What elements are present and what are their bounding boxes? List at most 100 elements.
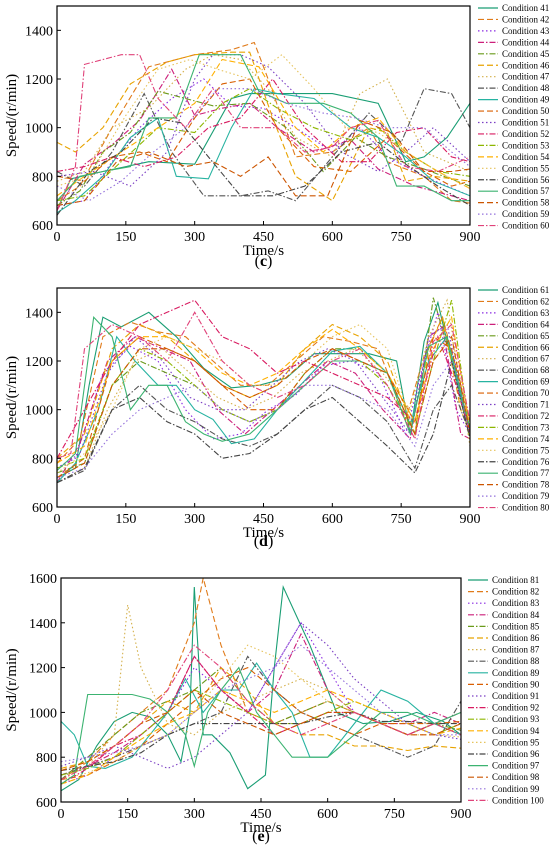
legend-entry-label: Condition 51 [502, 118, 549, 128]
series-line-15 [57, 53, 470, 189]
legend-entry-label: Condition 43 [502, 26, 550, 36]
legend-entry-label: Condition 91 [492, 691, 539, 701]
legend-entry-label: Condition 62 [502, 296, 549, 306]
series-line-17 [57, 315, 470, 471]
series-line-14 [57, 58, 470, 197]
series-line-12 [57, 299, 470, 459]
legend-entry-label: Condition 94 [492, 726, 540, 736]
series-line-19 [57, 88, 470, 202]
series-line-7 [61, 604, 461, 781]
series-line-1 [57, 93, 470, 211]
legend-entry-label: Condition 54 [502, 152, 550, 162]
series-line-1 [61, 584, 461, 792]
legend-entry-label: Condition 68 [502, 365, 550, 375]
series-line-18 [61, 689, 461, 772]
y-tick-label: 600 [32, 501, 53, 516]
legend-entry-label: Condition 47 [502, 72, 550, 82]
series-line-9 [57, 88, 470, 214]
y-tick-label: 1400 [25, 306, 53, 321]
legend-entry-label: Condition 61 [502, 285, 549, 295]
y-tick-label: 1000 [29, 706, 57, 721]
legend-entry-label: Condition 95 [492, 737, 540, 747]
legend-entry-label: Condition 42 [502, 14, 549, 24]
series-line-20 [57, 54, 470, 211]
legend-entry-label: Condition 57 [502, 186, 550, 196]
y-axis-label: Speed/(r/min) [4, 74, 20, 157]
panel-label: (e) [252, 828, 270, 845]
legend-entry-label: Condition 79 [502, 491, 550, 501]
series-line-4 [61, 632, 461, 776]
series-line-13 [57, 88, 470, 202]
x-axis-label: Time/s [243, 243, 284, 259]
series-group [61, 578, 461, 792]
legend-entry-label: Condition 67 [502, 354, 550, 364]
x-tick-label: 750 [391, 230, 412, 245]
x-tick-label: 900 [460, 230, 481, 245]
series-line-18 [57, 335, 470, 479]
series-line-17 [57, 54, 470, 202]
panel-label: (c) [255, 253, 273, 270]
series-line-19 [61, 644, 461, 763]
legend-entry-label: Condition 60 [502, 221, 550, 231]
series-line-14 [57, 315, 470, 464]
series-line-16 [57, 117, 470, 216]
series-line-10 [57, 78, 470, 187]
legend-entry-label: Condition 41 [502, 3, 549, 13]
y-tick-label: 1600 [29, 572, 57, 587]
legend-entry-label: Condition 77 [502, 468, 550, 478]
series-group [57, 297, 470, 484]
legend-entry-label: Condition 73 [502, 422, 550, 432]
series-line-18 [57, 119, 470, 207]
series-line-6 [57, 315, 470, 459]
series-line-4 [57, 68, 470, 211]
legend-entry-label: Condition 87 [492, 645, 540, 655]
y-axis-label: Speed/(r/min) [4, 356, 20, 439]
legend-entry-label: Condition 88 [492, 656, 540, 666]
x-tick-label: 450 [253, 230, 274, 245]
chart-panel-2: 0 150 300 450 600 750 900 600 800 1000 1200 1400 Tim… [4, 285, 550, 550]
series-line-16 [57, 360, 470, 484]
series-line-14 [61, 689, 461, 785]
legend-entry-label: Condition 74 [502, 434, 550, 444]
y-tick-label: 1000 [25, 122, 53, 137]
legend-entry-label: Condition 65 [502, 331, 550, 341]
series-line-20 [57, 311, 470, 459]
series-line-17 [61, 666, 461, 785]
legend-entry-label: Condition 56 [502, 175, 550, 185]
series-line-11 [57, 54, 470, 187]
legend-entry-label: Condition 49 [502, 95, 550, 105]
legend-entry-label: Condition 64 [502, 319, 550, 329]
legend-entry-label: Condition 53 [502, 140, 550, 150]
legend-entry-label: Condition 58 [502, 198, 550, 208]
legend-entry-label: Condition 92 [492, 703, 539, 713]
plot-frame [60, 577, 462, 803]
x-axis-label: Time/s [243, 525, 284, 541]
x-tick-label: 300 [184, 807, 205, 822]
y-tick-label: 1400 [25, 24, 53, 39]
series-line-11 [57, 323, 470, 469]
x-tick-label: 0 [58, 807, 65, 822]
y-tick-label: 1000 [25, 404, 53, 419]
legend-entry-label: Condition 82 [492, 587, 539, 597]
x-tick-label: 150 [115, 512, 136, 527]
legend-entry-label: Condition 80 [502, 503, 550, 513]
series-line-8 [61, 655, 461, 776]
y-tick-label: 600 [32, 219, 53, 234]
x-tick-label: 0 [54, 512, 61, 527]
series-line-8 [57, 88, 470, 202]
legend-entry-label: Condition 70 [502, 388, 550, 398]
series-line-2 [57, 315, 470, 464]
legend-entry-label: Condition 69 [502, 377, 550, 387]
series-line-6 [57, 51, 470, 202]
legend-entry-label: Condition 89 [492, 668, 540, 678]
series-line-5 [57, 90, 470, 206]
legend-entry-label: Condition 52 [502, 129, 549, 139]
chart-panel-1: 0 150 300 450 600 750 900 600 800 1000 1200 1400 Tim… [4, 3, 550, 270]
panel-label: (d) [254, 533, 274, 550]
legend-entry-label: Condition 81 [492, 575, 539, 585]
series-line-15 [57, 323, 470, 474]
legend-entry-label: Condition 86 [492, 633, 540, 643]
y-tick-label: 1200 [29, 662, 57, 677]
